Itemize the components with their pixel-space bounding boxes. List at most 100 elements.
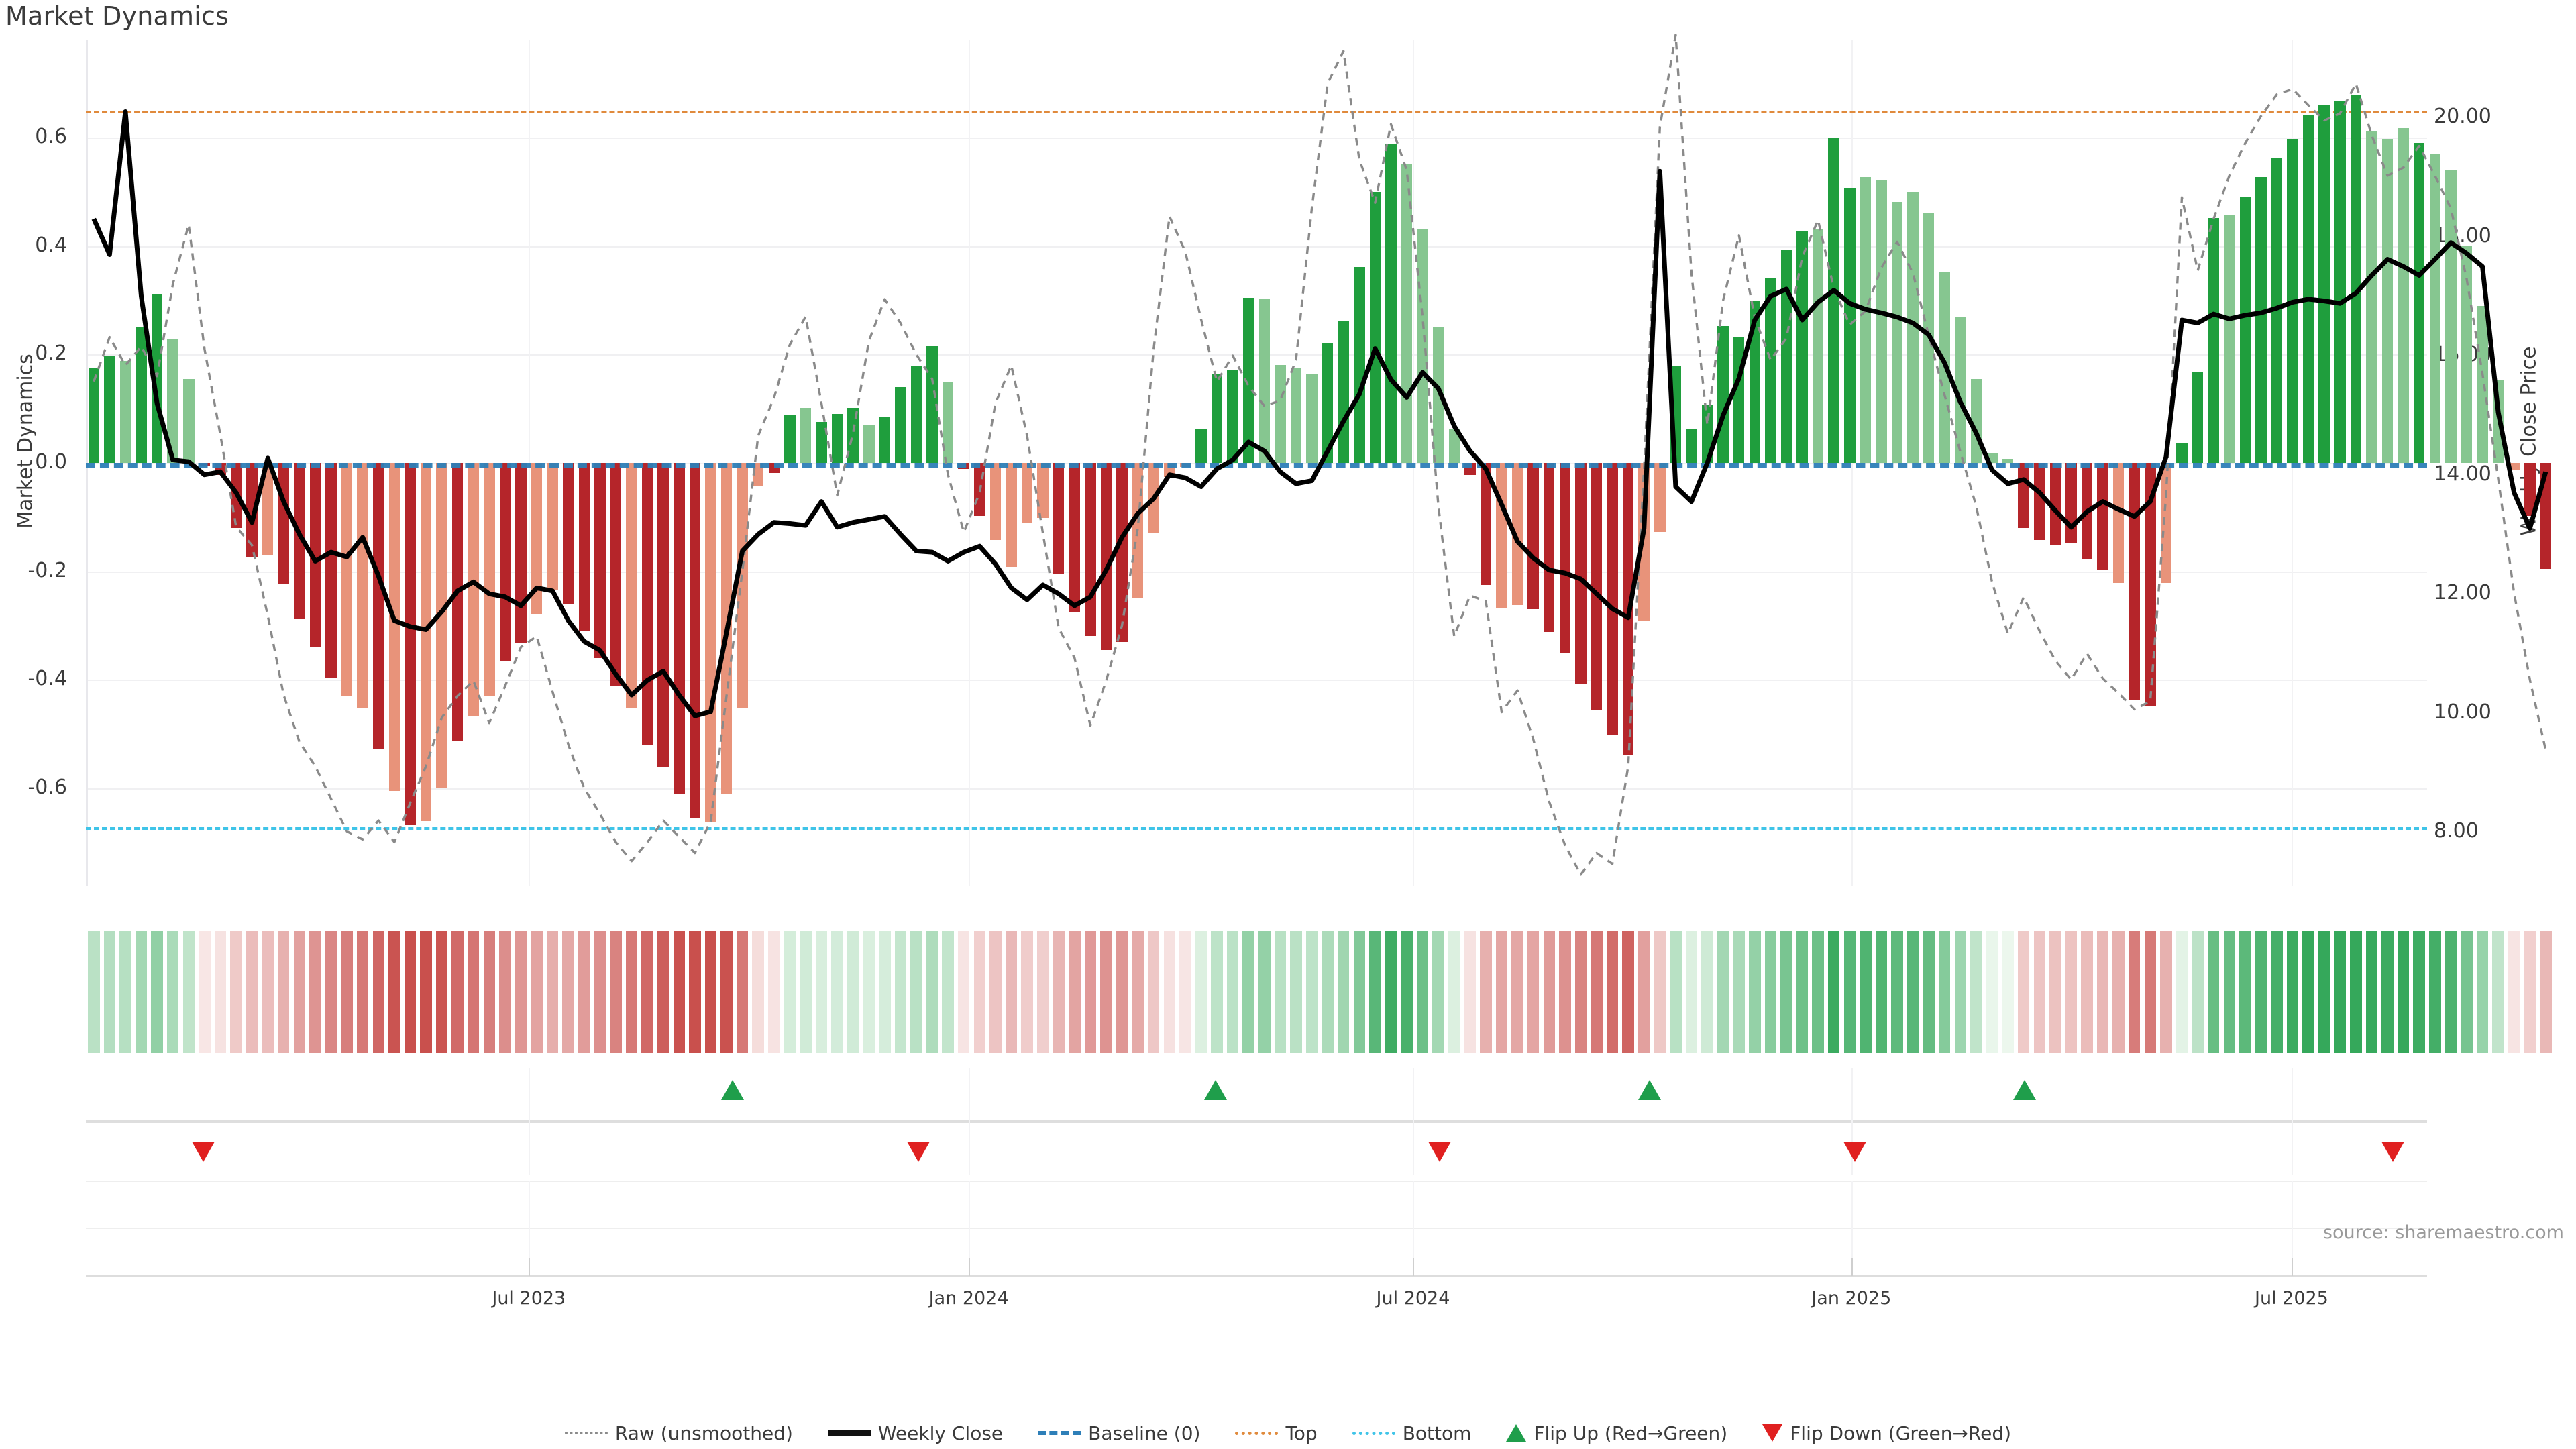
bar xyxy=(515,463,527,643)
bar xyxy=(484,463,495,696)
heatmap-cell xyxy=(404,931,417,1053)
heatmap-cell xyxy=(1053,931,1065,1053)
legend-item-bottom[interactable]: Bottom xyxy=(1352,1422,1471,1444)
heatmap-cell xyxy=(1685,931,1698,1053)
heatmap-cell xyxy=(2255,931,2267,1053)
heatmap-cell xyxy=(1147,931,1160,1053)
heatmap-cell xyxy=(1369,931,1381,1053)
gridline-horizontal xyxy=(86,788,2427,790)
bar xyxy=(2350,95,2362,463)
legend-label: Flip Up (Red→Green) xyxy=(1534,1421,1728,1444)
bar xyxy=(1986,453,1998,463)
heatmap-cell xyxy=(2002,931,2014,1053)
x-tick-label: Jul 2025 xyxy=(2254,1288,2328,1309)
heatmap-cell xyxy=(1322,931,1334,1053)
heatmap-cell xyxy=(1274,931,1287,1053)
heatmap-cell xyxy=(1195,931,1208,1053)
heatmap-cell xyxy=(2429,931,2441,1053)
heatmap-cell xyxy=(610,931,622,1053)
y-tick-label-right: 12.00 xyxy=(2434,581,2491,605)
heatmap-cell xyxy=(1717,931,1729,1053)
gridline-vertical xyxy=(969,1068,971,1175)
legend-marker-dotted-gray-icon xyxy=(564,1432,608,1434)
bar xyxy=(2255,176,2267,463)
heatmap-cell xyxy=(1986,931,1998,1053)
heatmap-cell xyxy=(2508,931,2520,1053)
heatmap-cell xyxy=(1290,931,1302,1053)
heatmap-cell xyxy=(1543,931,1555,1053)
legend-item-flip-down[interactable]: Flip Down (Green→Red) xyxy=(1762,1422,2011,1444)
bar xyxy=(1432,327,1444,463)
chart-legend: Raw (unsmoothed) Weekly Close Baseline (0)… xyxy=(0,1417,2576,1449)
heatmap-cell xyxy=(119,931,131,1053)
heatmap-cell xyxy=(1401,931,1413,1053)
bar xyxy=(594,463,606,658)
heatmap-cell xyxy=(1701,931,1713,1053)
bar xyxy=(1116,463,1128,642)
heatmap-cell xyxy=(88,931,100,1053)
bar xyxy=(974,463,985,517)
bar xyxy=(278,463,289,584)
bar xyxy=(2334,101,2346,463)
bar xyxy=(1211,373,1223,463)
heatmap-cell xyxy=(1163,931,1176,1053)
legend-item-baseline[interactable]: Baseline (0) xyxy=(1038,1422,1200,1444)
heatmap-cell xyxy=(2081,931,2093,1053)
legend-item-top[interactable]: Top xyxy=(1235,1422,1318,1444)
gridline-vertical xyxy=(2291,1068,2293,1175)
bar xyxy=(405,463,416,825)
baseline-zero-line xyxy=(86,463,2427,468)
heatmap-cell xyxy=(1827,931,1840,1053)
bar xyxy=(562,463,574,604)
legend-marker-dotted-cyan-icon xyxy=(1352,1431,1395,1435)
gridline-vertical xyxy=(529,1181,531,1275)
heatmap-cell xyxy=(468,931,480,1053)
gridline-vertical xyxy=(1851,1068,1853,1175)
bar xyxy=(1322,342,1334,463)
flip-band-axis xyxy=(86,1120,2427,1123)
heatmap-cell xyxy=(1448,931,1460,1053)
heatmap-cell xyxy=(2318,931,2330,1053)
y-tick-label-right: 18.00 xyxy=(2434,223,2491,248)
bar xyxy=(1496,463,1507,608)
bar xyxy=(1527,463,1539,610)
heatmap-cell xyxy=(1511,931,1523,1053)
legend-item-flip-up[interactable]: Flip Up (Red→Green) xyxy=(1506,1422,1727,1444)
y-tick-label-left: -0.6 xyxy=(28,775,67,799)
bar xyxy=(2302,115,2314,463)
heatmap-cell xyxy=(2144,931,2157,1053)
bar xyxy=(2492,380,2504,463)
heatmap-cell xyxy=(673,931,685,1053)
heatmap-cell xyxy=(578,931,590,1053)
bar xyxy=(1780,250,1792,463)
gridline-horizontal xyxy=(86,246,2427,248)
bar xyxy=(1876,180,1887,463)
legend-marker-dashed-blue-icon xyxy=(1038,1431,1081,1435)
heatmap-cell xyxy=(309,931,321,1053)
bar xyxy=(816,422,827,463)
heatmap-cell xyxy=(483,931,496,1053)
legend-item-raw-unsmoothed[interactable]: Raw (unsmoothed) xyxy=(564,1422,793,1444)
heatmap-cell xyxy=(2540,931,2552,1053)
heatmap-cell xyxy=(1132,931,1144,1053)
heatmap-cell xyxy=(2096,931,2109,1053)
bar xyxy=(657,463,669,767)
bar xyxy=(2192,372,2204,463)
bar xyxy=(989,463,1002,540)
bar xyxy=(895,386,906,463)
bar xyxy=(1796,231,1808,463)
gridline-vertical xyxy=(969,1181,971,1275)
heatmap-cell xyxy=(847,931,859,1053)
bar xyxy=(1765,277,1776,463)
heatmap-cell xyxy=(831,931,843,1053)
bar xyxy=(1939,272,1951,463)
bar xyxy=(1195,429,1207,463)
legend-item-weekly-close[interactable]: Weekly Close xyxy=(827,1422,1003,1444)
heatmap-cell xyxy=(1954,931,1967,1053)
heatmap-cell xyxy=(2176,931,2188,1053)
bar xyxy=(1670,365,1682,463)
gridline-vertical xyxy=(2291,1181,2293,1275)
y-tick-label-left: 0.2 xyxy=(35,341,67,366)
x-tick-label: Jul 2024 xyxy=(1376,1288,1450,1309)
